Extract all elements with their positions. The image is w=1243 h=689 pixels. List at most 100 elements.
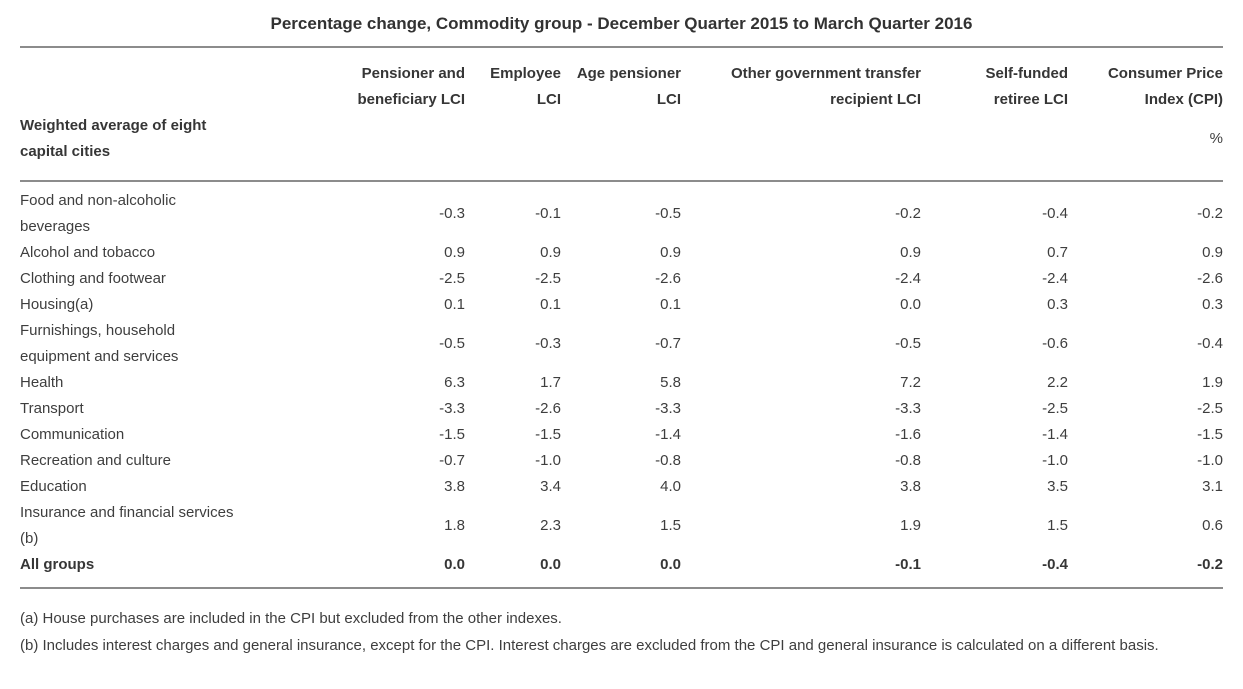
cell-value: 1.7: [540, 374, 561, 391]
cell-value: 0.0: [444, 556, 465, 573]
cell-value: -2.5: [1197, 400, 1223, 417]
cell-value: 0.0: [900, 296, 921, 313]
commodity-group-table: Pensioner and beneficiary LCI Employee L…: [20, 46, 1223, 589]
cell-value: 1.9: [1202, 374, 1223, 391]
row-label: Insurance and financial services (b): [20, 504, 234, 547]
cell-value: 3.5: [1047, 478, 1068, 495]
row-label: Communication: [20, 426, 125, 443]
cell-value: 0.3: [1202, 296, 1223, 313]
table-title: Percentage change, Commodity group - Dec…: [270, 14, 973, 33]
column-header-age-pensioner-lci: Age pensioner LCI: [576, 65, 681, 108]
cell-value: -2.6: [1197, 270, 1223, 287]
cell-value: 0.3: [1047, 296, 1068, 313]
table-row: Communication -1.5 -1.5 -1.4 -1.6 -1.4 -1.5: [20, 422, 1223, 448]
cell-value: -0.6: [1042, 335, 1068, 352]
cell-value: -2.6: [535, 400, 561, 417]
cell-value: -1.6: [895, 426, 921, 443]
cell-value: -0.3: [535, 335, 561, 352]
cell-value: -0.8: [655, 452, 681, 469]
column-header-pensioner-beneficiary-lci: Pensioner and beneficiary LCI: [357, 65, 465, 108]
cell-value: -2.4: [895, 270, 921, 287]
cell-value: -0.3: [439, 205, 465, 222]
cell-value: 0.6: [1202, 517, 1223, 534]
cell-value: -0.5: [439, 335, 465, 352]
cell-value: 2.2: [1047, 374, 1068, 391]
cell-value: 0.9: [540, 244, 561, 261]
cell-value: 5.8: [660, 374, 681, 391]
footnotes: (a) House purchases are included in the …: [20, 605, 1223, 659]
row-label: Health: [20, 374, 64, 391]
row-label: Recreation and culture: [20, 452, 171, 469]
cell-value: 0.1: [444, 296, 465, 313]
cell-value: -0.7: [439, 452, 465, 469]
table-row: Clothing and footwear -2.5 -2.5 -2.6 -2.4 -2.…: [20, 266, 1223, 292]
table-row: Alcohol and tobacco 0.9 0.9 0.9 0.9 0.7 0.9: [20, 240, 1223, 266]
cell-value: -0.1: [535, 205, 561, 222]
cell-value: 3.8: [444, 478, 465, 495]
row-label: Clothing and footwear: [20, 270, 166, 287]
table-row: Furnishings, household equipment and ser…: [20, 318, 1223, 370]
cell-value: -1.0: [535, 452, 561, 469]
column-header-cpi: Consumer Price Index (CPI): [1107, 65, 1223, 108]
column-header-self-funded-retiree-lci: Self-funded retiree LCI: [985, 65, 1069, 108]
row-label: Furnishings, household equipment and ser…: [20, 322, 179, 365]
cell-value: -0.4: [1042, 556, 1068, 573]
column-header-row: Pensioner and beneficiary LCI Employee L…: [20, 47, 1223, 113]
cell-value: 1.8: [444, 517, 465, 534]
cell-value: 0.9: [660, 244, 681, 261]
cell-value: 0.7: [1047, 244, 1068, 261]
table-body: Food and non-alcoholic beverages -0.3 -0.1…: [20, 181, 1223, 588]
cell-value: -2.5: [439, 270, 465, 287]
cell-value: 3.4: [540, 478, 561, 495]
cell-value: -0.2: [1197, 205, 1223, 222]
column-header-employee-lci: Employee LCI: [490, 65, 561, 108]
row-label: All groups: [20, 556, 95, 573]
cell-value: -1.0: [1042, 452, 1068, 469]
cell-value: 0.0: [660, 556, 681, 573]
cell-value: 1.5: [1047, 517, 1068, 534]
table-row: Health 6.3 1.7 5.8 7.2 2.2 1.9: [20, 370, 1223, 396]
cell-value: -0.5: [655, 205, 681, 222]
footnote-b: (b) Includes interest charges and genera…: [20, 637, 1159, 654]
cell-value: 1.9: [900, 517, 921, 534]
cell-value: -0.4: [1197, 335, 1223, 352]
cell-value: -0.2: [895, 205, 921, 222]
cell-value: -2.6: [655, 270, 681, 287]
cell-value: -1.5: [535, 426, 561, 443]
cell-value: -0.1: [895, 556, 921, 573]
cell-value: -3.3: [895, 400, 921, 417]
cell-value: -1.4: [655, 426, 681, 443]
table-row: All groups 0.0 0.0 0.0 -0.1 -0.4 -0.2: [20, 552, 1223, 588]
cell-value: 0.1: [660, 296, 681, 313]
corner-cell: [20, 47, 310, 113]
table-row: Education 3.8 3.4 4.0 3.8 3.5 3.1: [20, 474, 1223, 500]
cell-value: 6.3: [444, 374, 465, 391]
cell-value: 4.0: [660, 478, 681, 495]
cell-value: -2.5: [1042, 400, 1068, 417]
cell-value: 2.3: [540, 517, 561, 534]
table-row: Recreation and culture -0.7 -1.0 -0.8 -0.8 -1…: [20, 448, 1223, 474]
row-label: Education: [20, 478, 87, 495]
cell-value: 3.8: [900, 478, 921, 495]
cell-value: -0.8: [895, 452, 921, 469]
cell-value: -0.2: [1197, 556, 1223, 573]
cell-value: -3.3: [439, 400, 465, 417]
cell-value: -0.4: [1042, 205, 1068, 222]
table-row: Transport -3.3 -2.6 -3.3 -3.3 -2.5 -2.5: [20, 396, 1223, 422]
cell-value: -0.7: [655, 335, 681, 352]
cell-value: 0.0: [540, 556, 561, 573]
unit-label: %: [1209, 130, 1223, 147]
cell-value: 3.1: [1202, 478, 1223, 495]
cell-value: 0.9: [900, 244, 921, 261]
cell-value: -2.4: [1042, 270, 1068, 287]
cell-value: -3.3: [655, 400, 681, 417]
table-header: Pensioner and beneficiary LCI Employee L…: [20, 47, 1223, 181]
stub-header-row: Weighted average of eight capital cities…: [20, 113, 1223, 181]
table-row: Housing(a) 0.1 0.1 0.1 0.0 0.3 0.3: [20, 292, 1223, 318]
cell-value: 1.5: [660, 517, 681, 534]
cell-value: -2.5: [535, 270, 561, 287]
row-label: Housing(a): [20, 296, 94, 313]
cell-value: -1.4: [1042, 426, 1068, 443]
cell-value: 7.2: [900, 374, 921, 391]
cell-value: -1.5: [439, 426, 465, 443]
